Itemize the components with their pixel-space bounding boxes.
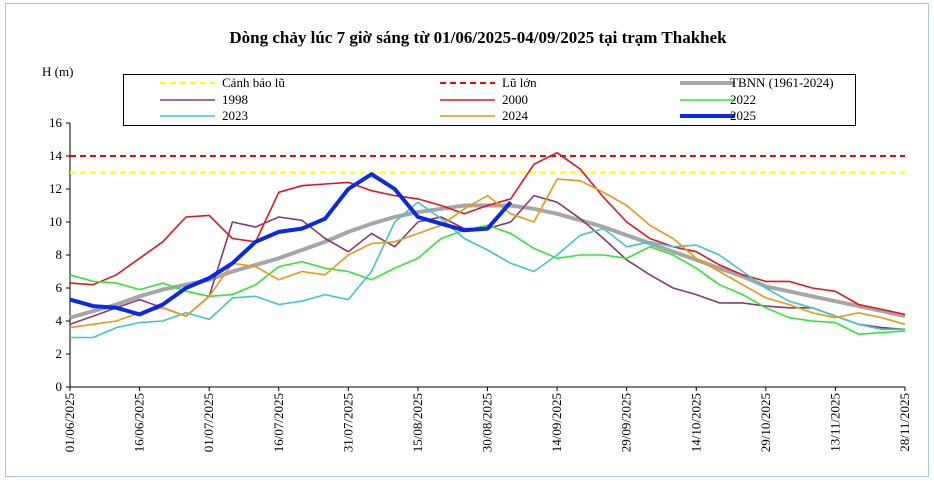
legend-label: 2025 [730,108,756,123]
x-tick-label: 16/07/2025 [271,393,286,452]
y-axis-label: H (m) [42,64,73,79]
x-tick-label: 01/07/2025 [201,393,216,452]
legend-label: Lũ lớn [502,75,537,90]
x-tick-label: 15/08/2025 [410,393,425,452]
y-tick-label: 4 [56,313,63,328]
x-tick-label: 16/06/2025 [132,393,147,452]
chart-title: Dòng chảy lúc 7 giờ sáng từ 01/06/2025-0… [229,28,727,47]
x-tick-label: 30/08/2025 [480,393,495,452]
series-line [69,151,906,316]
y-tick-label: 2 [56,346,63,361]
x-tick-label: 14/10/2025 [688,393,703,452]
series-line [70,201,905,339]
x-tick-label: 13/11/2025 [827,393,842,452]
y-tick-label: 10 [49,214,62,229]
x-tick-label: 29/10/2025 [758,393,773,452]
legend-label: 2000 [502,92,528,107]
y-tick-label: 6 [56,280,63,295]
x-tick-label: 14/09/2025 [549,393,564,452]
x-tick-label: 29/09/2025 [619,393,634,452]
legend-label: Cảnh báo lũ [222,75,285,90]
x-tick-label: 28/11/2025 [897,393,912,452]
legend-label: 2023 [222,108,248,123]
y-tick-label: 16 [49,115,63,130]
y-tick-label: 14 [49,148,63,163]
series-line [69,178,906,329]
legend-label: TBNN (1961-2024) [730,75,834,90]
y-tick-label: 8 [56,247,63,262]
legend-label: 2022 [730,92,756,107]
legend-label: 1998 [222,92,248,107]
y-tick-label: 0 [56,379,63,394]
x-tick-label: 01/06/2025 [62,393,77,452]
legend-label: 2024 [502,108,529,123]
series-line [69,172,513,317]
x-tick-label: 31/07/2025 [340,393,355,452]
y-tick-label: 12 [49,181,62,196]
